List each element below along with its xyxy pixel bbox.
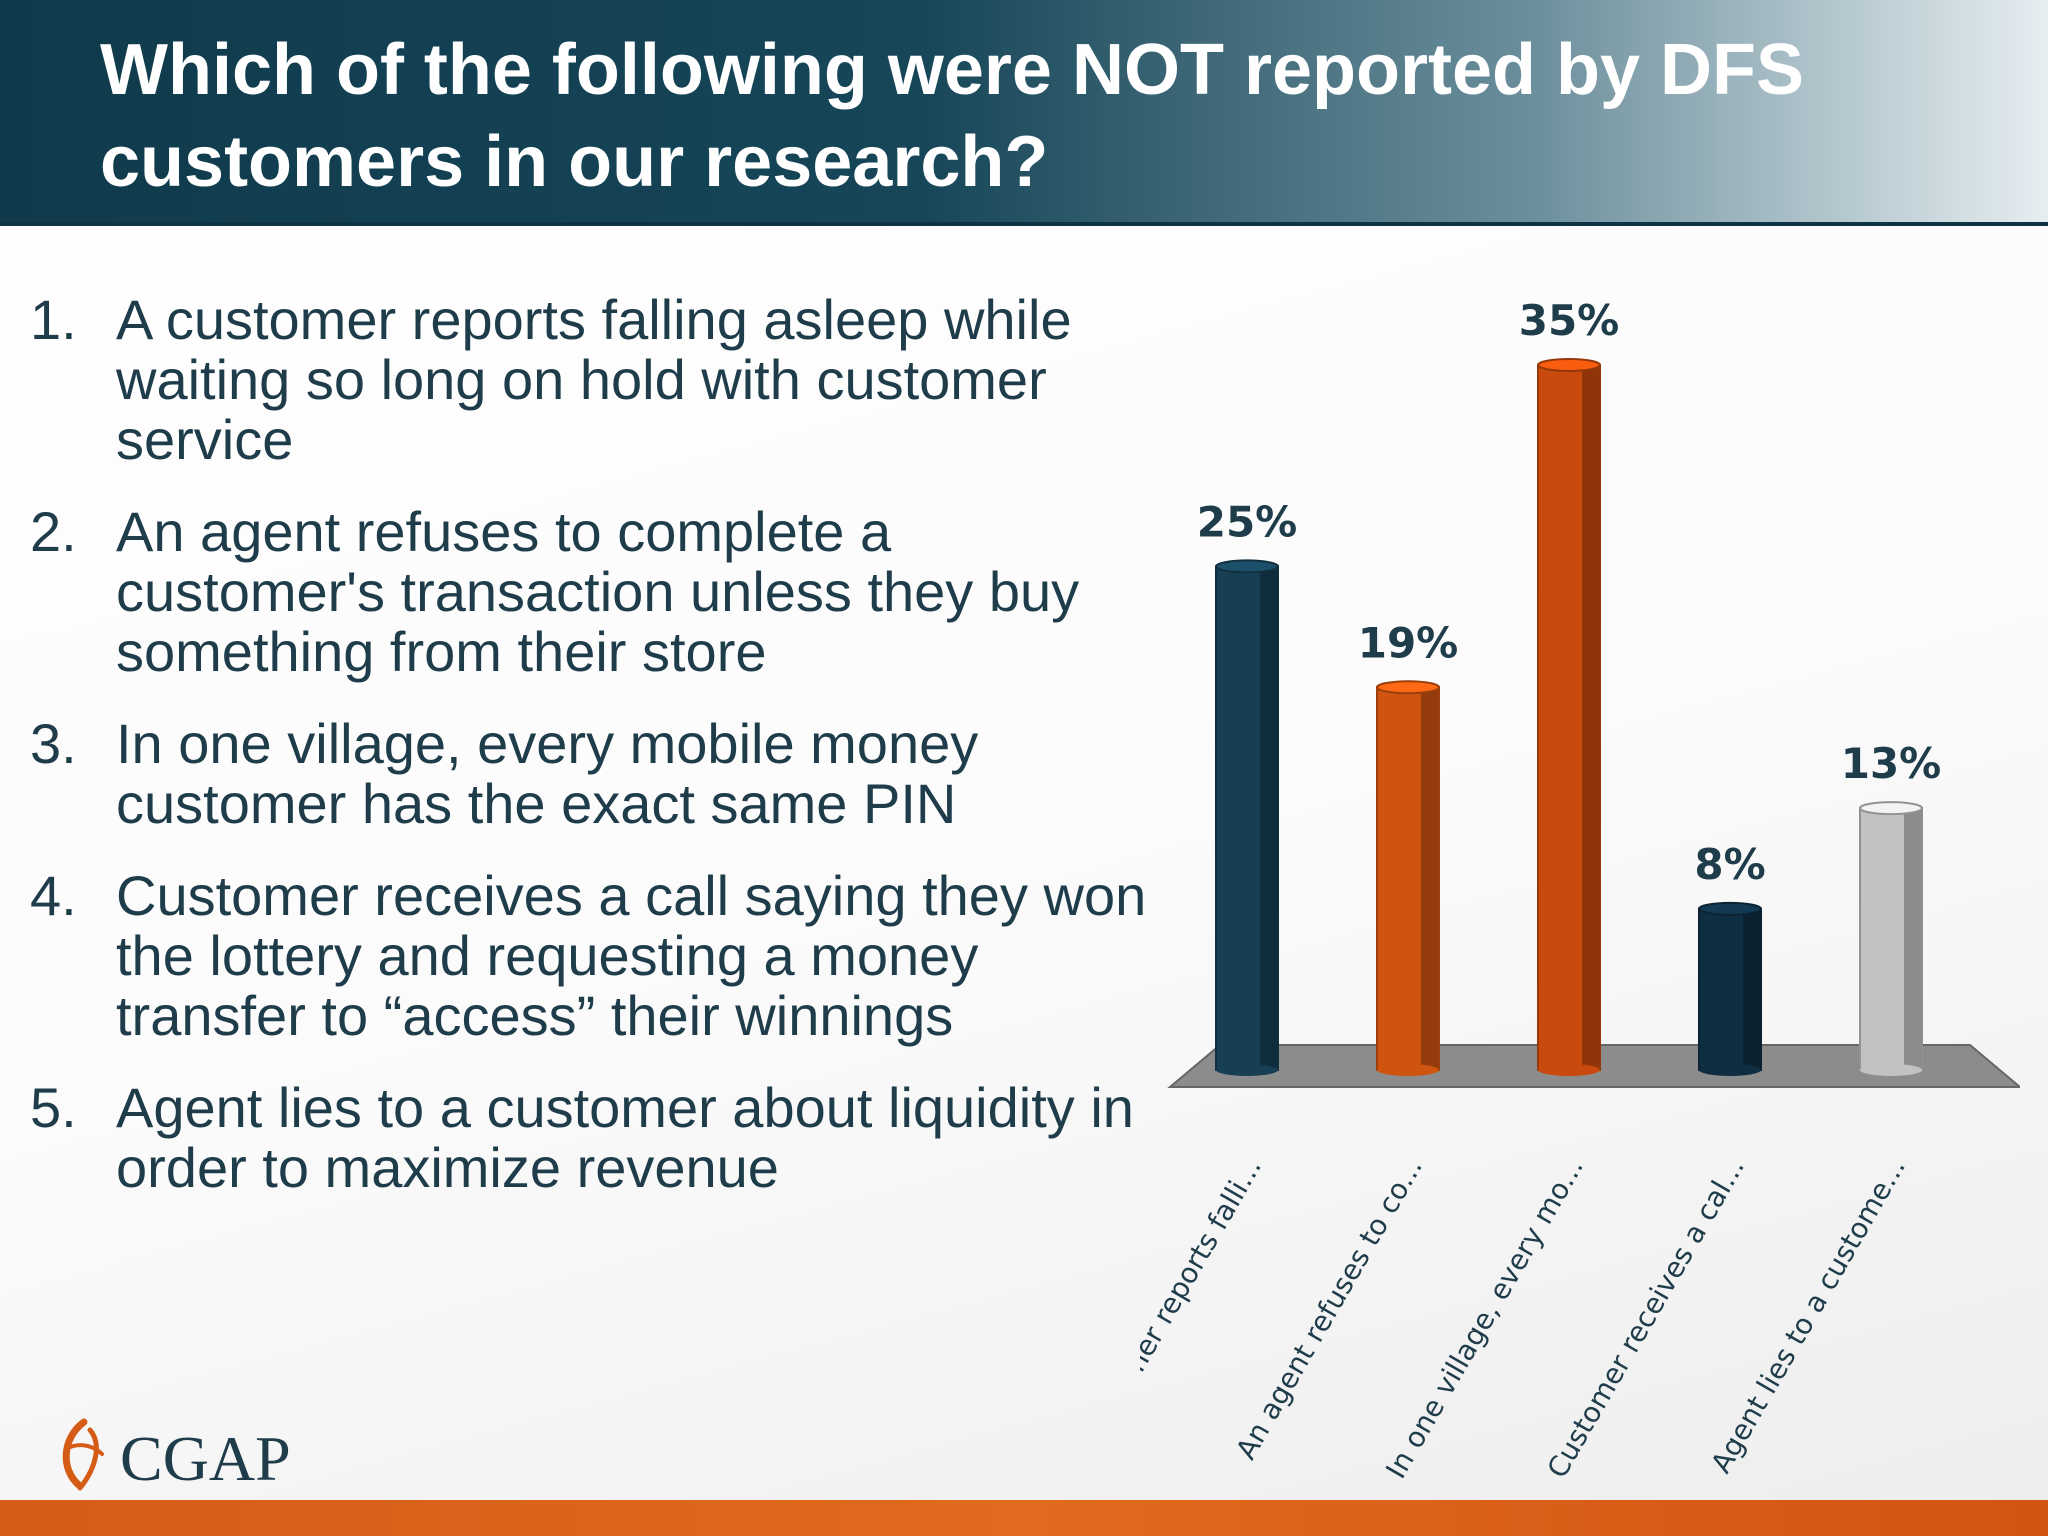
list-item-number: 2. [30, 500, 77, 563]
list-item-text: In one village, every mobile money custo… [116, 712, 979, 835]
list-item-number: 3. [30, 712, 77, 775]
bar-bottom [1538, 1064, 1600, 1076]
data-label: 19% [1358, 618, 1459, 667]
bar-shade [1582, 365, 1600, 1070]
data-label: 25% [1197, 497, 1298, 546]
category-label: Agent lies to a custome... [1704, 1152, 1912, 1479]
bar-shade [1904, 808, 1922, 1070]
bar-chart: 25%19%35%8%13% A customer reports falli.… [1140, 300, 2020, 1484]
bar-top [1859, 801, 1923, 816]
list-item-number: 4. [30, 864, 77, 927]
bar-5 [1859, 801, 1923, 1076]
list-item-text: An agent refuses to complete a customer'… [116, 500, 1080, 683]
list-item: 3. In one village, every mobile money cu… [30, 714, 1170, 834]
list-item: 4. Customer receives a call saying they … [30, 866, 1170, 1046]
list-item-text: Customer receives a call saying they won… [116, 864, 1147, 1047]
bar-bottom [1377, 1064, 1439, 1076]
data-label: 35% [1519, 300, 1620, 345]
cgap-logo: CGAP [62, 1418, 291, 1494]
bar-bottom [1860, 1064, 1922, 1076]
data-label: 13% [1841, 739, 1942, 788]
question-list: 1. A customer reports falling asleep whi… [30, 290, 1170, 1230]
list-item-text: Agent lies to a customer about liquidity… [116, 1076, 1134, 1199]
footer-bar [0, 1500, 2048, 1536]
title-banner: Which of the following were NOT reported… [0, 0, 2048, 226]
bar-top [1698, 901, 1762, 916]
bar-shade [1743, 908, 1761, 1070]
list-item-number: 5. [30, 1076, 77, 1139]
cgap-emblem-icon [62, 1418, 104, 1491]
bar-shade [1421, 687, 1439, 1070]
bar-1 [1215, 559, 1279, 1076]
list-item: 5. Agent lies to a customer about liquid… [30, 1078, 1170, 1198]
bar-bottom [1699, 1064, 1761, 1076]
category-label: Customer receives a cal... [1541, 1152, 1751, 1484]
logo-wordmark: CGAP [120, 1423, 291, 1494]
list-item: 2. An agent refuses to complete a custom… [30, 502, 1170, 682]
bar-2 [1376, 680, 1440, 1076]
bar-bottom [1216, 1064, 1278, 1076]
data-label: 8% [1694, 840, 1765, 889]
bar-top [1376, 680, 1440, 695]
bar-top [1215, 559, 1279, 574]
bar-4 [1698, 901, 1762, 1076]
list-item: 1. A customer reports falling asleep whi… [30, 290, 1170, 470]
list-item-text: A customer reports falling asleep while … [116, 288, 1072, 471]
bar-shade [1260, 566, 1278, 1070]
bar-3 [1537, 358, 1601, 1076]
list-item-number: 1. [30, 288, 77, 351]
category-label: An agent refuses to co... [1229, 1152, 1429, 1465]
slide-title: Which of the following were NOT reported… [100, 30, 1805, 202]
bar-top [1537, 358, 1601, 372]
